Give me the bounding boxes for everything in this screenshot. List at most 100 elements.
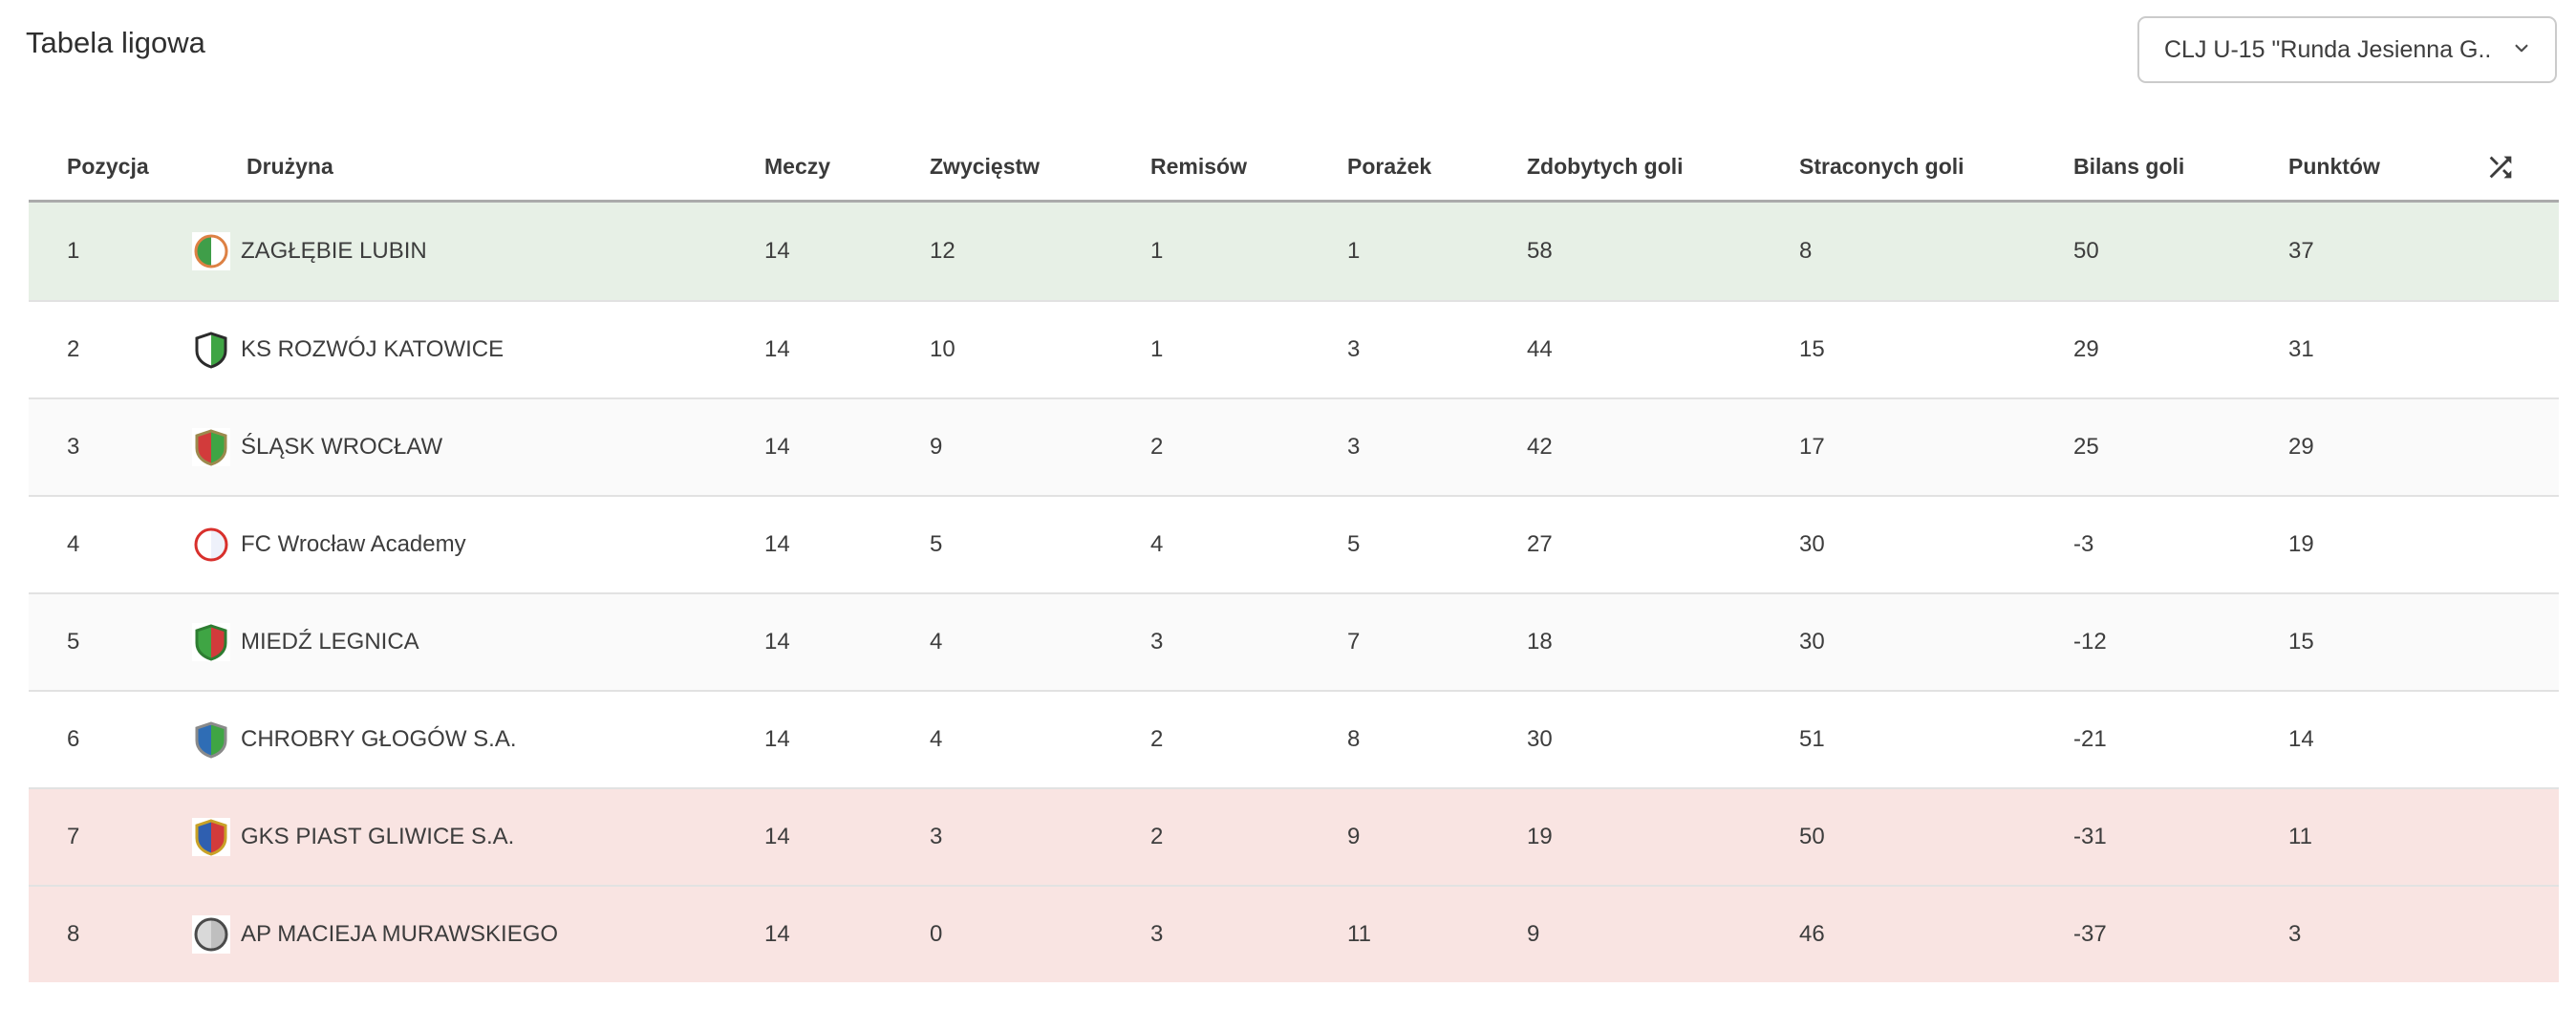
table-row[interactable]: 5 MIEDŹ LEGNICA 14 4 3 7 18 30 -12 15	[29, 592, 2559, 690]
wins-cell: 10	[930, 336, 955, 362]
goal-diff-cell: 29	[2073, 336, 2099, 362]
draws-cell: 3	[1150, 629, 1164, 655]
header-cell-goals-against: Straconych goli	[1799, 154, 1964, 179]
position-cell: 7	[67, 824, 80, 849]
team-name: GKS PIAST GLIWICE S.A.	[241, 824, 515, 849]
wins-cell: 3	[930, 824, 943, 849]
points-cell: 29	[2288, 434, 2314, 460]
position-cell: 3	[67, 434, 80, 460]
goal-diff-cell: -21	[2073, 726, 2107, 752]
matches-cell: 14	[764, 629, 790, 655]
header-cell-position: Pozycja	[67, 154, 149, 179]
goals-against-cell: 30	[1799, 531, 1825, 557]
losses-cell: 3	[1347, 434, 1361, 460]
goals-against-cell: 15	[1799, 336, 1825, 362]
team-cell: FC Wrocław Academy	[192, 526, 764, 564]
position-cell: 2	[67, 336, 80, 362]
goals-against-cell: 50	[1799, 824, 1825, 849]
table-header-row: Pozycja Drużyna Meczy Zwycięstw Remisów …	[29, 134, 2559, 203]
points-cell: 15	[2288, 629, 2314, 655]
goal-diff-cell: -3	[2073, 531, 2094, 557]
team-logo	[192, 331, 230, 369]
team-cell: CHROBRY GŁOGÓW S.A.	[192, 720, 764, 759]
table-row[interactable]: 7 GKS PIAST GLIWICE S.A. 14 3 2 9 19 50 …	[29, 787, 2559, 885]
matches-cell: 14	[764, 434, 790, 460]
position-cell: 8	[67, 921, 80, 947]
header-cell-losses: Porażek	[1347, 154, 1432, 179]
table-row[interactable]: 1 ZAGŁĘBIE LUBIN 14 12 1 1 58 8 50 37	[29, 203, 2559, 300]
header-cell-goals-for: Zdobytych goli	[1527, 154, 1684, 179]
team-logo	[192, 720, 230, 759]
position-cell: 5	[67, 629, 80, 655]
draws-cell: 2	[1150, 726, 1164, 752]
goals-against-cell: 30	[1799, 629, 1825, 655]
league-table: Pozycja Drużyna Meczy Zwycięstw Remisów …	[29, 134, 2559, 982]
goal-diff-cell: 25	[2073, 434, 2099, 460]
losses-cell: 3	[1347, 336, 1361, 362]
losses-cell: 1	[1347, 238, 1361, 264]
table-row[interactable]: 8 AP MACIEJA MURAWSKIEGO 14 0 3 11 9 46 …	[29, 885, 2559, 982]
shuffle-icon[interactable]	[2484, 151, 2517, 183]
goals-against-cell: 46	[1799, 921, 1825, 947]
matches-cell: 14	[764, 824, 790, 849]
team-cell: MIEDŹ LEGNICA	[192, 623, 764, 661]
table-row[interactable]: 3 ŚLĄSK WROCŁAW 14 9 2 3 42 17 25 29	[29, 397, 2559, 495]
table-row[interactable]: 6 CHROBRY GŁOGÓW S.A. 14 4 2 8 30 51 -21…	[29, 690, 2559, 787]
team-name: FC Wrocław Academy	[241, 531, 466, 557]
team-name: KS ROZWÓJ KATOWICE	[241, 336, 504, 362]
team-cell: ŚLĄSK WROCŁAW	[192, 428, 764, 466]
losses-cell: 7	[1347, 629, 1361, 655]
table-row[interactable]: 4 FC Wrocław Academy 14 5 4 5 27 30 -3 1…	[29, 495, 2559, 592]
team-name: MIEDŹ LEGNICA	[241, 629, 419, 655]
draws-cell: 2	[1150, 824, 1164, 849]
goals-for-cell: 27	[1527, 531, 1553, 557]
losses-cell: 8	[1347, 726, 1361, 752]
competition-select[interactable]: CLJ U-15 "Runda Jesienna G...	[2137, 16, 2557, 83]
header-cell-goal-diff: Bilans goli	[2073, 154, 2185, 179]
team-logo	[192, 818, 230, 856]
position-cell: 6	[67, 726, 80, 752]
matches-cell: 14	[764, 336, 790, 362]
wins-cell: 9	[930, 434, 943, 460]
points-cell: 31	[2288, 336, 2314, 362]
header-cell-team: Drużyna	[247, 154, 333, 179]
losses-cell: 9	[1347, 824, 1361, 849]
table-row[interactable]: 2 KS ROZWÓJ KATOWICE 14 10 1 3 44 15 29 …	[29, 300, 2559, 397]
team-name: CHROBRY GŁOGÓW S.A.	[241, 726, 517, 752]
goal-diff-cell: -37	[2073, 921, 2107, 947]
header-cell-draws: Remisów	[1150, 154, 1247, 179]
team-logo	[192, 232, 230, 270]
draws-cell: 4	[1150, 531, 1164, 557]
goals-for-cell: 9	[1527, 921, 1540, 947]
goals-for-cell: 44	[1527, 336, 1553, 362]
competition-select-value: CLJ U-15 "Runda Jesienna G...	[2164, 35, 2492, 63]
team-cell: ZAGŁĘBIE LUBIN	[192, 232, 764, 270]
page-title: Tabela ligowa	[26, 26, 205, 59]
team-name: ŚLĄSK WROCŁAW	[241, 434, 443, 460]
goals-for-cell: 30	[1527, 726, 1553, 752]
team-name: AP MACIEJA MURAWSKIEGO	[241, 921, 559, 947]
points-cell: 11	[2288, 824, 2312, 849]
header-cell-wins: Zwycięstw	[930, 154, 1041, 179]
goals-for-cell: 58	[1527, 238, 1553, 264]
position-cell: 1	[67, 238, 80, 264]
team-cell: AP MACIEJA MURAWSKIEGO	[192, 915, 764, 954]
goal-diff-cell: 50	[2073, 238, 2099, 264]
header-cell-points: Punktów	[2288, 154, 2380, 179]
team-logo	[192, 915, 230, 954]
losses-cell: 5	[1347, 531, 1361, 557]
team-logo	[192, 428, 230, 466]
draws-cell: 1	[1150, 336, 1164, 362]
chevron-down-icon	[2509, 35, 2534, 65]
goals-against-cell: 8	[1799, 238, 1813, 264]
team-logo	[192, 526, 230, 564]
goal-diff-cell: -12	[2073, 629, 2107, 655]
goals-for-cell: 42	[1527, 434, 1553, 460]
team-logo	[192, 623, 230, 661]
wins-cell: 4	[930, 726, 943, 752]
goal-diff-cell: -31	[2073, 824, 2107, 849]
team-cell: KS ROZWÓJ KATOWICE	[192, 331, 764, 369]
goals-for-cell: 19	[1527, 824, 1553, 849]
table-body: 1 ZAGŁĘBIE LUBIN 14 12 1 1 58 8 50 37 2 …	[29, 203, 2559, 982]
goals-against-cell: 17	[1799, 434, 1825, 460]
